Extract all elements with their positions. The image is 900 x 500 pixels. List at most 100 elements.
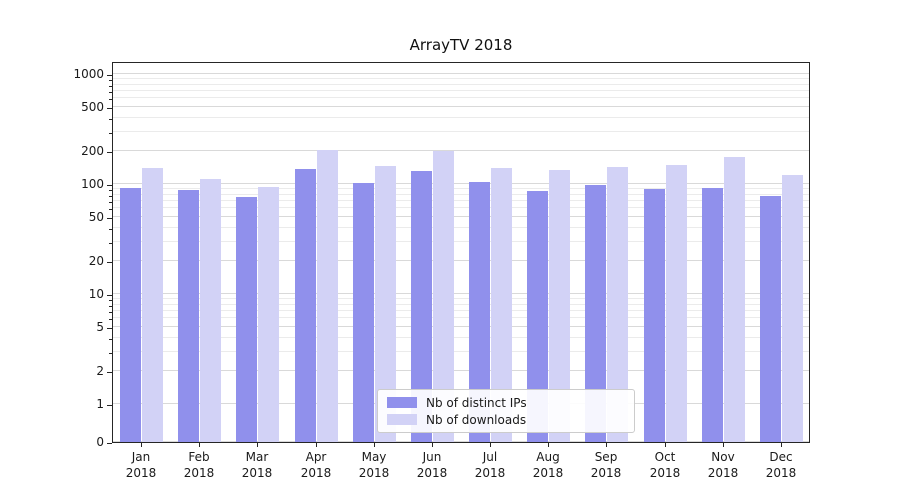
x-tick-label-line: Jun	[422, 450, 442, 464]
x-tick-label: Aug 2018	[519, 449, 577, 481]
y-tick	[107, 405, 112, 406]
x-tick-label-line: 2018	[183, 466, 215, 480]
bar	[258, 187, 279, 442]
chart-title: ArrayTV 2018	[409, 36, 513, 54]
bar	[760, 196, 781, 442]
bar	[782, 175, 803, 442]
bar	[702, 188, 723, 442]
y-minor-tick	[109, 202, 112, 204]
y-minor-tick	[109, 85, 112, 87]
minor-gridline	[113, 226, 809, 228]
y-tick-label: 5	[96, 320, 104, 335]
x-tick-label-line: Mar	[245, 450, 269, 464]
minor-gridline	[113, 310, 809, 312]
x-tick-label-line: 2018	[358, 466, 390, 480]
y-minor-tick	[109, 242, 112, 244]
bar	[724, 157, 745, 442]
x-tick-label-line: Nov	[711, 450, 735, 464]
bar	[375, 166, 396, 442]
y-tick	[107, 151, 112, 153]
minor-gridline	[113, 116, 809, 118]
bar	[433, 151, 454, 442]
x-tick	[490, 442, 491, 447]
minor-gridline	[113, 200, 809, 202]
x-tick-label: Nov 2018	[694, 449, 752, 481]
x-tick	[199, 442, 200, 447]
bar	[469, 182, 490, 442]
y-tick	[107, 371, 112, 373]
major-gridline	[113, 149, 809, 151]
bar	[200, 179, 221, 442]
x-tick-label: Jul 2018	[461, 449, 519, 481]
minor-gridline	[113, 188, 809, 190]
minor-gridline	[113, 298, 809, 300]
y-tick-label: 200	[81, 143, 104, 158]
x-tick-label: Dec 2018	[752, 449, 810, 481]
y-tick-label: 100	[81, 177, 104, 191]
y-tick	[107, 295, 112, 296]
bar	[527, 191, 548, 442]
major-gridline	[113, 216, 809, 218]
bar	[178, 190, 199, 442]
legend-item-downloads: Nb of downloads	[387, 413, 625, 427]
y-tick	[107, 261, 112, 263]
bar	[549, 170, 570, 442]
y-tick-label: 2	[96, 363, 104, 378]
legend-swatch-distinct-ips	[387, 397, 417, 408]
major-gridline	[113, 259, 809, 261]
x-tick-label: Apr 2018	[287, 449, 345, 481]
y-tick-label: 20	[88, 253, 104, 268]
x-tick-label-line: 2018	[707, 466, 739, 480]
y-minor-tick	[109, 80, 112, 82]
major-gridline	[113, 369, 809, 371]
x-tick-label-line: 2018	[649, 466, 681, 480]
bar	[236, 197, 257, 442]
y-tick	[107, 75, 112, 76]
x-tick-label: Mar 2018	[228, 449, 286, 481]
minor-gridline	[113, 130, 809, 132]
minor-gridline	[113, 97, 809, 99]
major-gridline	[113, 326, 809, 328]
y-minor-tick	[109, 305, 112, 307]
y-tick	[107, 328, 112, 330]
y-tick	[107, 185, 112, 186]
legend-item-distinct-ips: Nb of distinct IPs	[387, 396, 625, 410]
x-tick-label: Oct 2018	[636, 449, 694, 481]
x-tick-label-line: 2018	[590, 466, 622, 480]
y-tick	[107, 443, 112, 444]
legend: Nb of distinct IPs Nb of downloads	[377, 389, 635, 433]
x-tick-label: May 2018	[345, 449, 403, 481]
minor-gridline	[113, 193, 809, 195]
bar	[411, 171, 432, 442]
bar	[142, 168, 163, 442]
x-tick-label-line: 2018	[474, 466, 506, 480]
x-tick-label-line: May	[361, 450, 387, 464]
major-gridline	[113, 441, 809, 442]
x-tick-label-line: 2018	[125, 466, 157, 480]
y-minor-tick	[109, 300, 112, 302]
bar	[353, 183, 374, 442]
bar	[295, 169, 316, 442]
bar	[317, 150, 338, 442]
y-minor-tick	[109, 312, 112, 314]
y-minor-tick	[109, 352, 112, 354]
y-tick-label: 0	[96, 435, 104, 449]
x-tick-label-line: Sep	[594, 450, 618, 464]
y-minor-tick	[109, 228, 112, 230]
y-tick-label: 1000	[73, 67, 104, 81]
x-tick	[141, 442, 142, 447]
x-tick-label-line: 2018	[416, 466, 448, 480]
minor-gridline	[113, 350, 809, 352]
y-minor-tick	[109, 195, 112, 197]
minor-gridline	[113, 207, 809, 209]
x-tick-label-line: Aug	[536, 450, 560, 464]
y-minor-tick	[109, 338, 112, 340]
y-tick-label: 50	[88, 210, 104, 225]
minor-gridline	[113, 90, 809, 92]
x-tick	[432, 442, 433, 447]
x-tick-label-line: Jan	[131, 450, 151, 464]
y-minor-tick	[109, 319, 112, 321]
minor-gridline	[113, 303, 809, 305]
legend-label-downloads: Nb of downloads	[426, 412, 527, 427]
major-gridline	[113, 293, 809, 294]
